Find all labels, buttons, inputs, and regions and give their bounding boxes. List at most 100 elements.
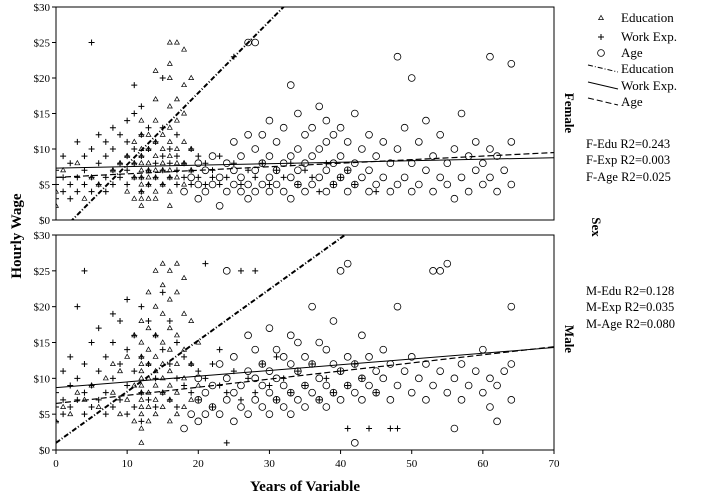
point-female-circle: [379, 138, 388, 146]
point-male-plus: [60, 396, 67, 403]
point-female-plus: [88, 174, 95, 181]
point-male-plus: [138, 389, 145, 396]
scatter-points-male: [56, 259, 516, 447]
point-female-plus: [138, 153, 145, 160]
point-male-plus: [131, 332, 138, 339]
point-male-circle: [429, 381, 437, 390]
point-male-plus: [166, 318, 173, 324]
point-female-plus: [195, 174, 202, 181]
point-female-triangle: [181, 181, 188, 187]
point-male-plus: [252, 267, 259, 274]
point-male-plus: [117, 318, 124, 324]
point-female-circle: [407, 187, 416, 196]
point-male-triangle: [124, 396, 131, 402]
fit-lines-male: [56, 235, 554, 444]
point-female-plus: [102, 153, 109, 160]
point-female-plus: [131, 160, 138, 167]
point-female-plus: [337, 174, 344, 181]
point-female-triangle: [181, 138, 188, 144]
point-female-circle: [279, 187, 288, 196]
point-male-triangle: [181, 274, 188, 280]
plot-frame-female: [55, 6, 555, 221]
point-male-circle: [343, 259, 352, 268]
point-female-circle: [301, 187, 309, 196]
point-male-plus: [124, 382, 131, 389]
point-male-plus: [273, 353, 280, 360]
point-female-circle: [343, 166, 352, 175]
point-male-plus: [109, 404, 116, 410]
point-male-triangle: [159, 281, 166, 288]
point-male-circle: [436, 267, 444, 275]
point-male-circle: [294, 396, 302, 404]
point-female-plus: [259, 160, 266, 167]
point-male-plus: [95, 368, 102, 375]
point-male-plus: [216, 346, 223, 353]
point-female-circle: [471, 138, 480, 146]
point-female-plus: [124, 153, 131, 160]
point-male-plus: [202, 375, 209, 382]
point-female-plus: [159, 75, 166, 81]
point-female-circle: [265, 116, 274, 125]
point-female-triangle: [166, 103, 173, 109]
point-male-plus: [188, 389, 195, 396]
point-male-triangle: [67, 410, 74, 417]
point-female-circle: [486, 145, 494, 153]
point-female-plus: [266, 181, 273, 188]
point-male-circle: [471, 367, 480, 375]
point-male-triangle: [181, 403, 188, 409]
point-male-circle: [244, 410, 252, 418]
point-female-circle: [237, 173, 245, 182]
point-male-plus: [266, 382, 273, 389]
point-female-triangle: [152, 117, 159, 123]
x-axis-title: Years of Variable: [250, 479, 360, 495]
point-female-triangle: [166, 60, 173, 66]
point-female-circle: [258, 159, 267, 168]
point-male-circle: [215, 360, 224, 368]
point-male-triangle: [138, 403, 145, 409]
point-female-triangle: [152, 95, 159, 102]
point-male-triangle: [138, 382, 145, 388]
point-male-plus: [237, 396, 244, 403]
point-male-plus: [316, 396, 323, 403]
point-male-circle: [315, 338, 324, 347]
point-male-circle: [507, 302, 516, 311]
point-male-plus: [152, 375, 159, 382]
point-male-circle: [457, 360, 466, 368]
point-male-plus: [209, 404, 216, 410]
point-female-plus: [102, 138, 109, 145]
point-female-circle: [329, 180, 338, 189]
point-male-circle: [322, 381, 331, 390]
point-female-circle: [258, 131, 267, 139]
point-female-triangle: [145, 174, 152, 180]
point-male-circle: [230, 388, 238, 397]
point-female-plus: [173, 167, 180, 174]
point-female-circle: [187, 173, 195, 182]
point-female-circle: [407, 74, 416, 82]
legend-label: Education: [621, 10, 674, 25]
point-male-circle: [237, 381, 245, 390]
point-male-plus: [102, 411, 109, 418]
point-male-triangle: [173, 260, 180, 266]
point-male-circle: [244, 331, 252, 340]
point-male-circle: [286, 331, 295, 340]
point-female-triangle: [60, 166, 67, 173]
point-male-triangle: [152, 382, 159, 388]
point-male-plus: [252, 389, 259, 396]
point-male-plus: [330, 389, 337, 396]
point-male-circle: [315, 374, 324, 383]
point-male-triangle: [195, 382, 202, 388]
point-female-triangle: [131, 195, 138, 201]
point-female-plus: [67, 195, 74, 202]
point-male-plus: [344, 425, 351, 432]
point-male-triangle: [117, 410, 124, 417]
point-male-triangle: [152, 303, 159, 309]
point-male-circle: [486, 403, 494, 411]
point-female-circle: [215, 202, 224, 210]
y-tick-label: $5: [39, 409, 51, 421]
point-female-circle: [429, 152, 437, 160]
point-female-plus: [188, 181, 195, 188]
point-male-plus: [67, 353, 74, 360]
point-male-triangle: [159, 310, 166, 316]
point-male-plus: [109, 339, 116, 346]
